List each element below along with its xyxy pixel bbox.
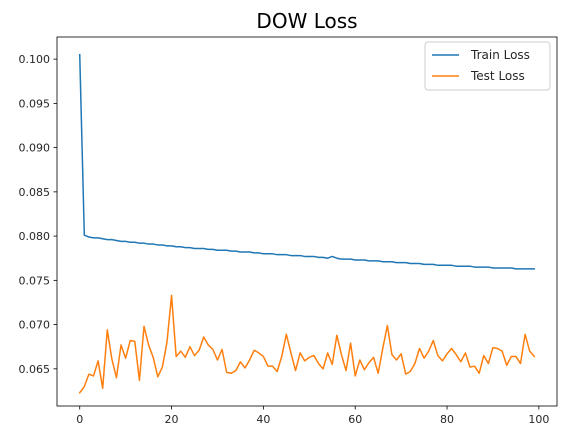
y-tick-label: 0.075 <box>19 274 51 287</box>
legend: Train Loss Test Loss <box>424 41 551 91</box>
y-tick-label: 0.095 <box>19 97 51 110</box>
plot-area <box>57 37 557 406</box>
chart-title: DOW Loss <box>256 9 357 33</box>
x-tick-label: 100 <box>528 413 549 426</box>
legend-box <box>424 41 551 91</box>
x-tick-label: 0 <box>76 413 83 426</box>
x-tick-label: 40 <box>256 413 270 426</box>
series-layer <box>78 53 536 394</box>
y-tick-label: 0.080 <box>19 230 51 243</box>
x-tick-label: 20 <box>165 413 179 426</box>
legend-label-train-loss: Train Loss <box>470 48 530 62</box>
x-tick-label: 60 <box>348 413 362 426</box>
y-tick-label: 0.085 <box>19 186 51 199</box>
legend-label-test-loss: Test Loss <box>470 69 525 83</box>
y-tick-label: 0.100 <box>19 53 51 66</box>
series-line-test-loss <box>78 294 536 394</box>
axes-frame <box>56 36 558 407</box>
plot-background <box>57 37 557 406</box>
y-tick-label: 0.065 <box>19 363 51 376</box>
y-tick-label: 0.070 <box>19 319 51 332</box>
series-line-train-loss <box>78 53 536 270</box>
axes-layer: 0 20 40 60 80 100 0.065 0.070 0.075 0.080 0.085 0.0… <box>19 36 558 426</box>
x-tick-label: 80 <box>440 413 454 426</box>
y-tick-label: 0.090 <box>19 142 51 155</box>
